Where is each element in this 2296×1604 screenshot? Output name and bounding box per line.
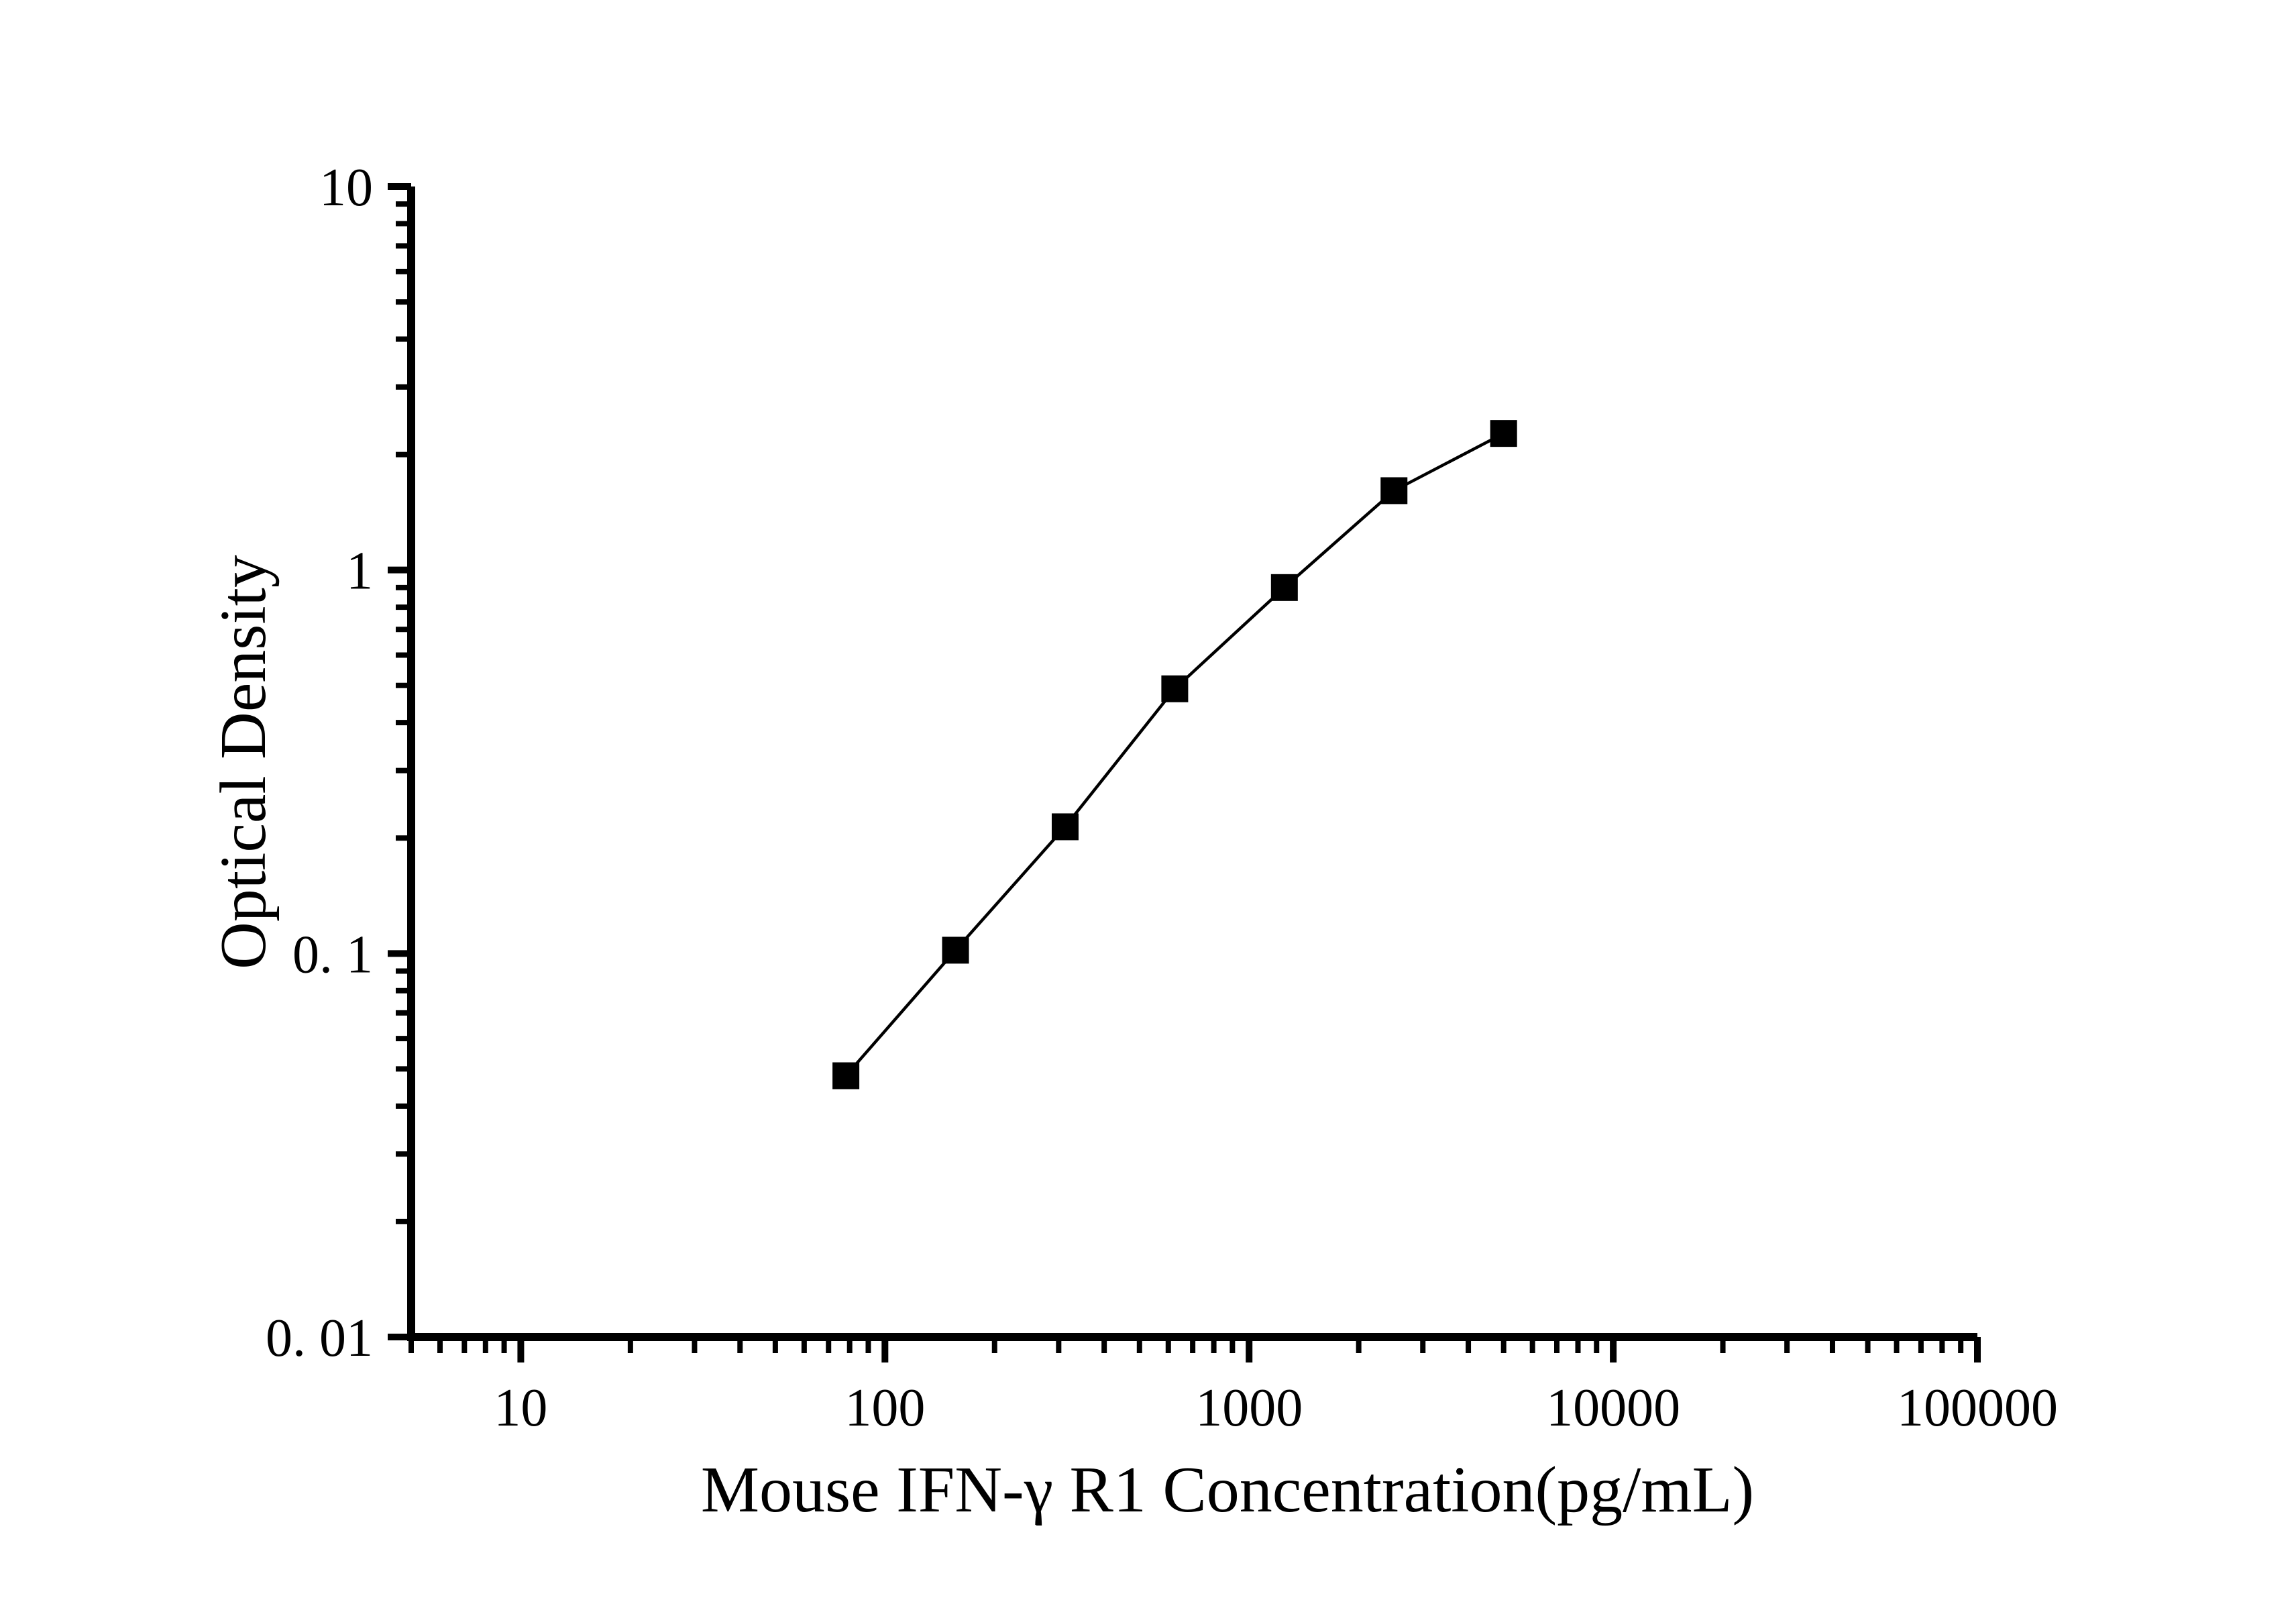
y-tick-label: 10 xyxy=(319,158,373,217)
y-tick-label: 0. 01 xyxy=(266,1309,373,1368)
x-tick-label: 100000 xyxy=(1897,1379,2058,1438)
x-tick-label: 1000 xyxy=(1195,1379,1303,1438)
x-axis: 10 100 1000 10000 100000 xyxy=(407,1333,2058,1438)
x-tick-label: 10000 xyxy=(1546,1379,1680,1438)
data-point-marker xyxy=(832,1062,860,1089)
data-point-marker xyxy=(1270,574,1298,601)
y-tick-label: 1 xyxy=(346,542,373,601)
y-axis: 10 1 0. 1 0. 01 xyxy=(266,158,415,1368)
x-tick-label: 100 xyxy=(844,1379,925,1438)
series-layer xyxy=(832,420,1517,1089)
y-tick-label: 0. 1 xyxy=(292,925,373,984)
x-axis-title: Mouse IFN-γ R1 Concentration(pg/mL) xyxy=(701,1454,1754,1526)
data-point-marker xyxy=(942,937,969,964)
data-point-marker xyxy=(1490,420,1517,447)
y-axis-title: Optical Density xyxy=(207,555,280,969)
data-point-marker xyxy=(1380,477,1408,504)
data-point-marker xyxy=(1161,675,1189,702)
curve-line xyxy=(844,432,1505,1077)
x-tick-label: 10 xyxy=(494,1379,547,1438)
data-point-marker xyxy=(1051,813,1079,841)
